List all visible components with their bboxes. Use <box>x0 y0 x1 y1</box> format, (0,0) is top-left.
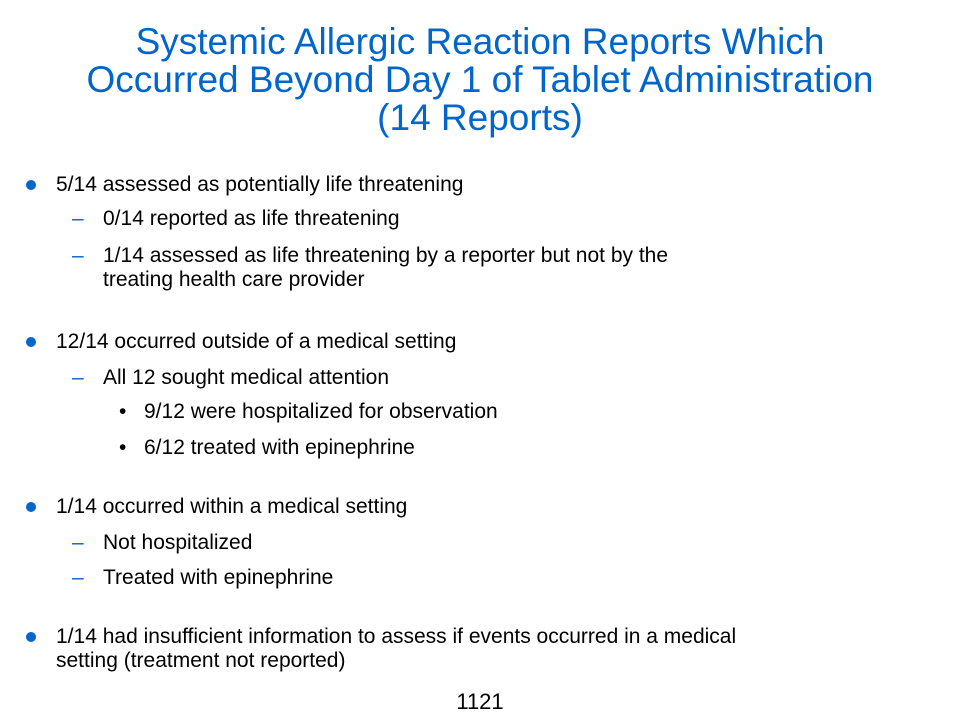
sub-bullet-text-line-2: treating health care provider <box>103 268 365 291</box>
small-dot-icon: • <box>119 400 127 423</box>
bullet-text: 5/14 assessed as potentially life threat… <box>56 173 464 196</box>
dash-icon: – <box>72 366 84 389</box>
sub-bullet-text: 0/14 reported as life threatening <box>103 207 400 230</box>
dash-icon: – <box>72 566 84 589</box>
dash-icon: – <box>72 531 84 554</box>
slide-title-line-3: (14 Reports) <box>377 97 583 138</box>
slide-title-line-1: Systemic Allergic Reaction Reports Which <box>135 21 825 62</box>
sub-sub-bullet-text: 9/12 were hospitalized for observation <box>144 400 498 423</box>
bullet-dot-icon <box>26 495 36 512</box>
bullet-text-line-1: 1/14 had insufficient information to ass… <box>56 625 737 648</box>
bullet-dot-icon <box>26 330 36 347</box>
bullet-dot-icon <box>26 625 36 642</box>
dash-icon: – <box>72 244 84 267</box>
slide-number: 1121 <box>456 689 504 714</box>
sub-bullet-text: Treated with epinephrine <box>103 566 334 589</box>
bullet-text: 1/14 had insufficient information to ass… <box>56 625 736 673</box>
dash-icon: – <box>72 207 84 230</box>
sub-bullet-text-line-1: 1/14 assessed as life threatening by a r… <box>103 244 669 267</box>
sub-bullet-text: 1/14 assessed as life threatening by a r… <box>103 244 668 292</box>
sub-sub-bullet-text: 6/12 treated with epinephrine <box>144 436 415 459</box>
small-dot-icon: • <box>119 436 127 459</box>
sub-bullet-text: All 12 sought medical attention <box>103 366 390 389</box>
bullet-text: 1/14 occurred within a medical setting <box>56 495 408 518</box>
slide-title: Systemic Allergic Reaction Reports Which… <box>0 23 960 137</box>
bullet-text: 12/14 occurred outside of a medical sett… <box>56 330 457 353</box>
slide-title-line-2: Occurred Beyond Day 1 of Tablet Administ… <box>86 59 874 100</box>
bullet-text-line-2: setting (treatment not reported) <box>56 649 346 672</box>
bullet-dot-icon <box>26 173 36 190</box>
sub-bullet-text: Not hospitalized <box>103 531 253 554</box>
